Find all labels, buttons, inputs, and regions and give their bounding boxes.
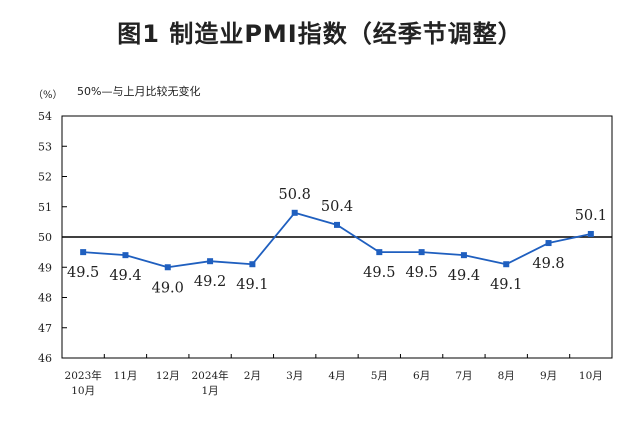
unit-label: （%） <box>33 90 63 101</box>
y-tick-label: 50 <box>38 231 52 244</box>
reference-line-note: 50%—与上月比较无变化 <box>77 85 201 98</box>
x-tick-label: 10月 <box>579 370 603 382</box>
data-point <box>249 261 256 268</box>
data-point <box>334 221 340 228</box>
x-tick-label: 4月 <box>328 370 345 382</box>
x-tick-label: 7月 <box>455 370 472 382</box>
y-tick-label: 53 <box>38 140 52 153</box>
x-tick-label: 12月 <box>156 370 180 382</box>
x-tick-label: 11月 <box>114 370 138 382</box>
data-label: 50.8 <box>279 187 311 203</box>
series-line <box>83 211 592 269</box>
y-tick-label: 51 <box>38 201 52 214</box>
chart-title: 图1 制造业PMI指数（经季节调整） <box>117 20 523 48</box>
x-tick-label: 2023年 <box>65 369 102 382</box>
x-tick-label: 8月 <box>498 370 515 382</box>
data-label: 49.0 <box>152 280 184 296</box>
data-label: 49.5 <box>405 265 437 281</box>
y-tick-label: 47 <box>38 322 52 335</box>
x-tick-label: 9月 <box>540 370 557 382</box>
x-tick-label: 2月 <box>244 370 261 382</box>
data-label: 49.5 <box>363 265 395 281</box>
x-tick-label: 2024年 <box>191 369 228 382</box>
y-tick-label: 48 <box>38 292 52 305</box>
y-tick-label: 54 <box>38 110 52 123</box>
x-tick-label: 6月 <box>413 370 430 382</box>
data-point <box>80 249 87 256</box>
data-label: 50.4 <box>321 199 353 215</box>
data-point <box>164 264 171 271</box>
y-tick-label: 46 <box>38 352 52 365</box>
data-point <box>376 249 383 256</box>
data-label: 49.1 <box>490 277 522 293</box>
x-tick-label: 1月 <box>201 385 218 397</box>
data-label: 49.2 <box>194 274 226 290</box>
data-point <box>545 240 552 247</box>
data-label: 49.5 <box>67 265 99 281</box>
data-point <box>207 258 214 265</box>
data-label: 50.1 <box>575 208 607 224</box>
data-point <box>418 249 425 256</box>
x-tick-label: 3月 <box>286 370 303 382</box>
data-label: 49.4 <box>109 268 141 284</box>
data-point <box>291 209 298 216</box>
y-tick-label: 52 <box>38 171 52 184</box>
x-tick-label: 5月 <box>371 370 388 382</box>
data-point <box>587 230 594 237</box>
x-tick-label: 10月 <box>71 385 95 397</box>
data-label: 49.1 <box>236 277 268 293</box>
data-label: 49.8 <box>532 256 564 272</box>
data-label: 49.4 <box>448 268 480 284</box>
data-point <box>503 261 510 268</box>
data-point <box>460 252 467 259</box>
y-tick-label: 49 <box>38 261 52 274</box>
data-point <box>122 252 129 259</box>
